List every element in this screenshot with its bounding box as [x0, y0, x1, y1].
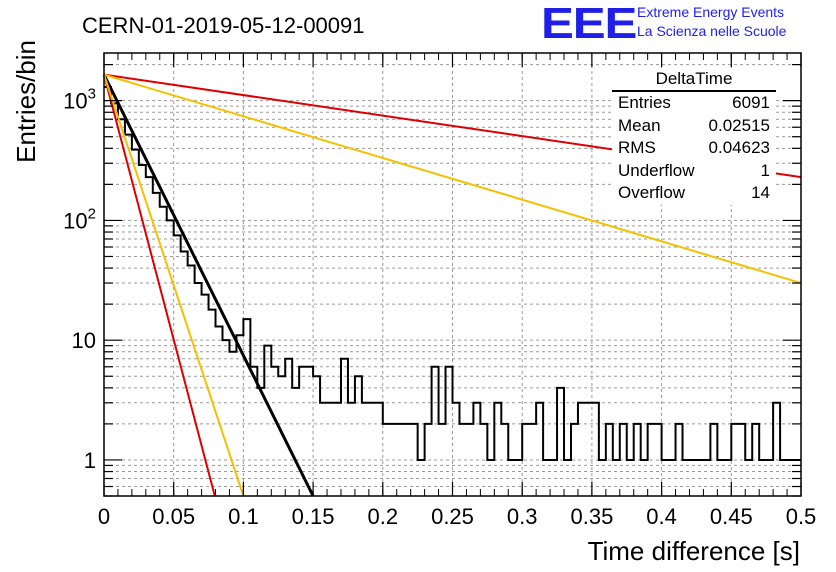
- stats-row: Overflow 14: [612, 182, 776, 205]
- stats-row: Mean 0.02515: [612, 115, 776, 138]
- chart-title: CERN-01-2019-05-12-00091: [82, 13, 365, 38]
- y-axis-label: Entries/bin: [11, 40, 41, 163]
- x-tick-label: 0.2: [368, 504, 399, 529]
- stats-label: Underflow: [618, 160, 695, 180]
- y-tick-label: 10: [72, 328, 96, 353]
- stats-row: Underflow 1: [612, 160, 776, 183]
- x-tick-label: 0.1: [228, 504, 259, 529]
- grid-lines: [103, 53, 802, 497]
- x-tick-label: 0.15: [292, 504, 335, 529]
- reference-line: [103, 74, 216, 497]
- stats-rows: Entries 6091 Mean 0.02515 RMS 0.04623 Underflo…: [612, 92, 776, 205]
- stats-value: 0.02515: [708, 115, 770, 135]
- x-tick-label: 0.3: [507, 504, 538, 529]
- x-tick-label: 0.35: [570, 504, 613, 529]
- stats-label: RMS: [618, 138, 656, 158]
- x-tick-label: 0.05: [152, 504, 195, 529]
- logo-subtitle-1: Extreme Energy Events: [637, 4, 785, 20]
- x-tick-label: 0.4: [646, 504, 677, 529]
- stats-label: Overflow: [618, 183, 686, 203]
- logo-subtitle-2: La Scienza nelle Scuole: [637, 23, 787, 39]
- stats-value: 6091: [732, 93, 770, 112]
- stats-row: Entries 6091: [612, 92, 776, 115]
- histogram-steps: [104, 86, 801, 461]
- stats-value: 14: [751, 183, 770, 203]
- y-axis-ticks: 1 10 102 103: [63, 64, 801, 497]
- x-tick-label: 0.25: [431, 504, 474, 529]
- reference-line: [103, 73, 802, 285]
- reference-line: [103, 74, 245, 497]
- stats-label: Entries: [618, 93, 671, 112]
- x-tick-label: 0.5: [786, 504, 817, 529]
- x-axis-ticks: 0 0.05 0.1 0.15 0.2 0.25 0.3 0.35 0.4 0.45 0.5: [98, 53, 816, 529]
- histogram: [104, 86, 801, 461]
- stats-label: Mean: [618, 115, 661, 135]
- stats-title: DeltaTime: [612, 69, 776, 92]
- eee-logo: EEE: [541, 0, 637, 48]
- y-tick-label: 1: [84, 448, 96, 473]
- x-axis-label: Time difference [s]: [588, 536, 800, 566]
- y-tick-label: 103: [63, 86, 96, 114]
- x-tick-label: 0.45: [710, 504, 753, 529]
- stats-value: 1: [760, 160, 770, 180]
- stats-box: DeltaTime Entries 6091 Mean 0.02515 RMS 0.046…: [612, 69, 776, 205]
- stats-row: RMS 0.04623: [612, 137, 776, 160]
- stats-value: 0.04623: [708, 138, 770, 158]
- x-tick-label: 0: [98, 504, 110, 529]
- y-tick-label: 102: [63, 205, 96, 233]
- fit-line: [102, 73, 315, 497]
